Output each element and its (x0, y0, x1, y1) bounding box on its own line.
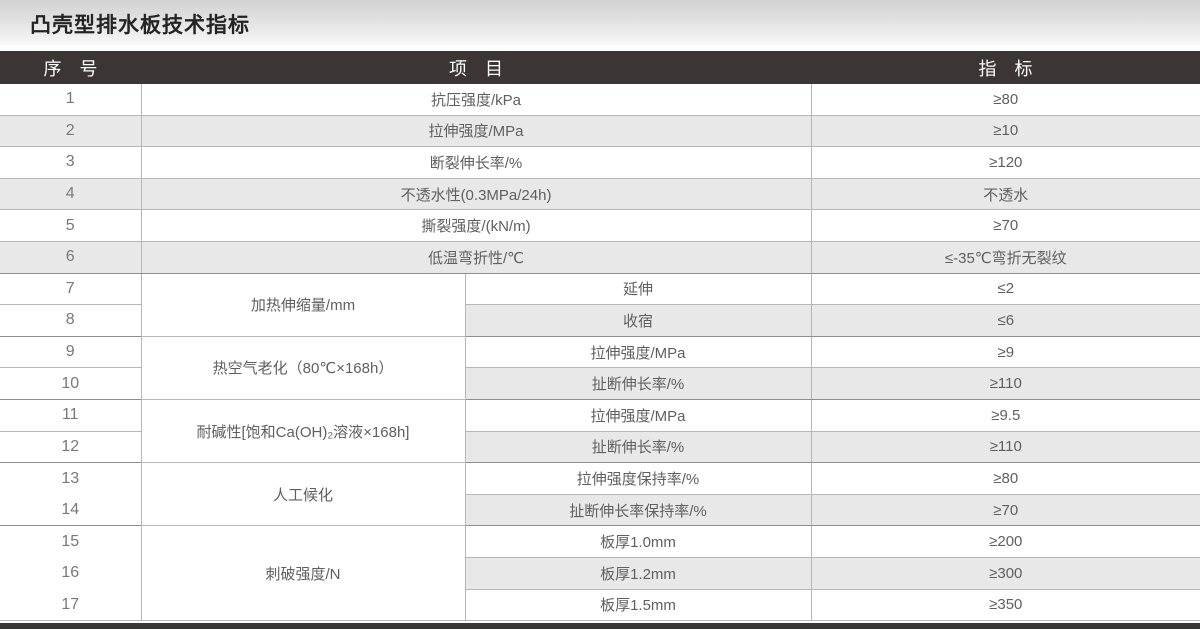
header-col-index: 指 标 (978, 58, 1033, 79)
row-no: 3 (0, 146, 141, 179)
table-row: 5 撕裂强度/(kN/m) ≥70 (0, 209, 1200, 242)
header-col-no: 序 号 (43, 58, 98, 79)
row-value: ≥110 (810, 367, 1200, 400)
table-row: 6 低温弯折性/℃ ≤-35℃弯折无裂纹 (0, 241, 1200, 274)
row-no: 14 (0, 494, 141, 527)
row-subitem: 拉伸强度/MPa (464, 336, 812, 369)
row-group: 刺破强度/N (140, 525, 465, 622)
table-row: 13 人工候化 拉伸强度保持率/% ≥80 (0, 462, 1200, 527)
title-band: 凸壳型排水板技术指标 (0, 0, 1200, 47)
row-subitem: 扯断伸长率/% (464, 367, 812, 400)
row-item: 低温弯折性/℃ (140, 241, 812, 274)
row-no: 1 (0, 84, 141, 116)
row-value: ≥200 (810, 525, 1200, 558)
row-value: ≥80 (810, 462, 1200, 495)
row-no: 6 (0, 241, 141, 274)
row-item: 抗压强度/kPa (140, 84, 812, 116)
row-value: ≤2 (810, 273, 1200, 306)
table-row: 16 板厚1.2mm ≥300 (0, 557, 1200, 590)
spec-table: 1 抗压强度/kPa ≥80 2 拉伸强度/MPa ≥10 3 断裂伸长率/% … (0, 84, 1200, 622)
row-value: ≤6 (810, 304, 1200, 337)
row-no: 16 (0, 557, 141, 589)
table-row: 7 加热伸缩量/mm 延伸 ≤2 (0, 273, 1200, 337)
table-row: 14 扯断伸长率保持率/% ≥70 (0, 494, 1200, 527)
row-item: 不透水性(0.3MPa/24h) (140, 178, 812, 211)
row-value: ≥350 (810, 589, 1200, 622)
table-row: 2 拉伸强度/MPa ≥10 (0, 115, 1200, 148)
table-row: 11 耐碱性[饱和Ca(OH)₂溶液×168h] 拉伸强度/MPa ≥9.5 (0, 399, 1200, 464)
table-row: 10 扯断伸长率/% ≥110 (0, 367, 1200, 400)
row-no: 8 (0, 304, 141, 337)
row-value: ≥9 (810, 336, 1200, 369)
page-title: 凸壳型排水板技术指标 (30, 13, 250, 37)
row-no: 7 (0, 273, 141, 306)
row-value: ≥300 (810, 557, 1200, 590)
row-value: ≥80 (810, 84, 1200, 116)
row-subitem: 扯断伸长率/% (464, 431, 812, 464)
table-row: 9 热空气老化（80℃×168h） 拉伸强度/MPa ≥9 (0, 336, 1200, 400)
row-no: 5 (0, 209, 141, 242)
row-subitem: 板厚1.5mm (464, 589, 812, 622)
bottom-accent-bar (0, 621, 1200, 630)
table-row: 3 断裂伸长率/% ≥120 (0, 146, 1200, 179)
table-row: 1 抗压强度/kPa ≥80 (0, 84, 1200, 116)
row-group: 耐碱性[饱和Ca(OH)₂溶液×168h] (140, 399, 465, 464)
row-no: 17 (0, 589, 141, 622)
row-group: 热空气老化（80℃×168h） (140, 336, 465, 400)
row-item: 拉伸强度/MPa (140, 115, 812, 148)
row-no: 2 (0, 115, 141, 148)
row-subitem: 板厚1.0mm (464, 525, 812, 558)
row-value: 不透水 (810, 178, 1200, 211)
row-value: ≤-35℃弯折无裂纹 (810, 241, 1200, 274)
row-value: ≥70 (810, 209, 1200, 242)
row-group: 加热伸缩量/mm (140, 273, 465, 337)
row-no: 12 (0, 431, 141, 464)
row-no: 4 (0, 178, 141, 211)
row-no: 11 (0, 399, 141, 432)
row-subitem: 板厚1.2mm (464, 557, 812, 590)
row-value: ≥10 (810, 115, 1200, 148)
table-header-row: 序 号 项 目 指 标 (0, 51, 1200, 84)
row-subitem: 延伸 (464, 273, 812, 306)
row-no: 13 (0, 462, 141, 495)
row-no: 15 (0, 525, 141, 558)
table-row: 8 收宿 ≤6 (0, 304, 1200, 337)
table-row: 17 板厚1.5mm ≥350 (0, 589, 1200, 622)
row-group: 人工候化 (140, 462, 465, 527)
row-subitem: 拉伸强度/MPa (464, 399, 812, 432)
row-value: ≥70 (810, 494, 1200, 527)
title-divider (0, 47, 1200, 51)
row-value: ≥110 (810, 431, 1200, 464)
row-item: 撕裂强度/(kN/m) (140, 209, 812, 242)
table-row: 15 刺破强度/N 板厚1.0mm ≥200 (0, 525, 1200, 622)
row-no: 10 (0, 367, 141, 400)
table-row: 4 不透水性(0.3MPa/24h) 不透水 (0, 178, 1200, 211)
row-no: 9 (0, 336, 141, 369)
row-value: ≥120 (810, 146, 1200, 179)
table-row: 12 扯断伸长率/% ≥110 (0, 431, 1200, 464)
row-subitem: 收宿 (464, 304, 812, 337)
row-value: ≥9.5 (810, 399, 1200, 432)
header-col-item: 项 目 (449, 58, 503, 79)
row-subitem: 扯断伸长率保持率/% (464, 494, 812, 527)
row-item: 断裂伸长率/% (140, 146, 812, 179)
row-subitem: 拉伸强度保持率/% (464, 462, 812, 495)
